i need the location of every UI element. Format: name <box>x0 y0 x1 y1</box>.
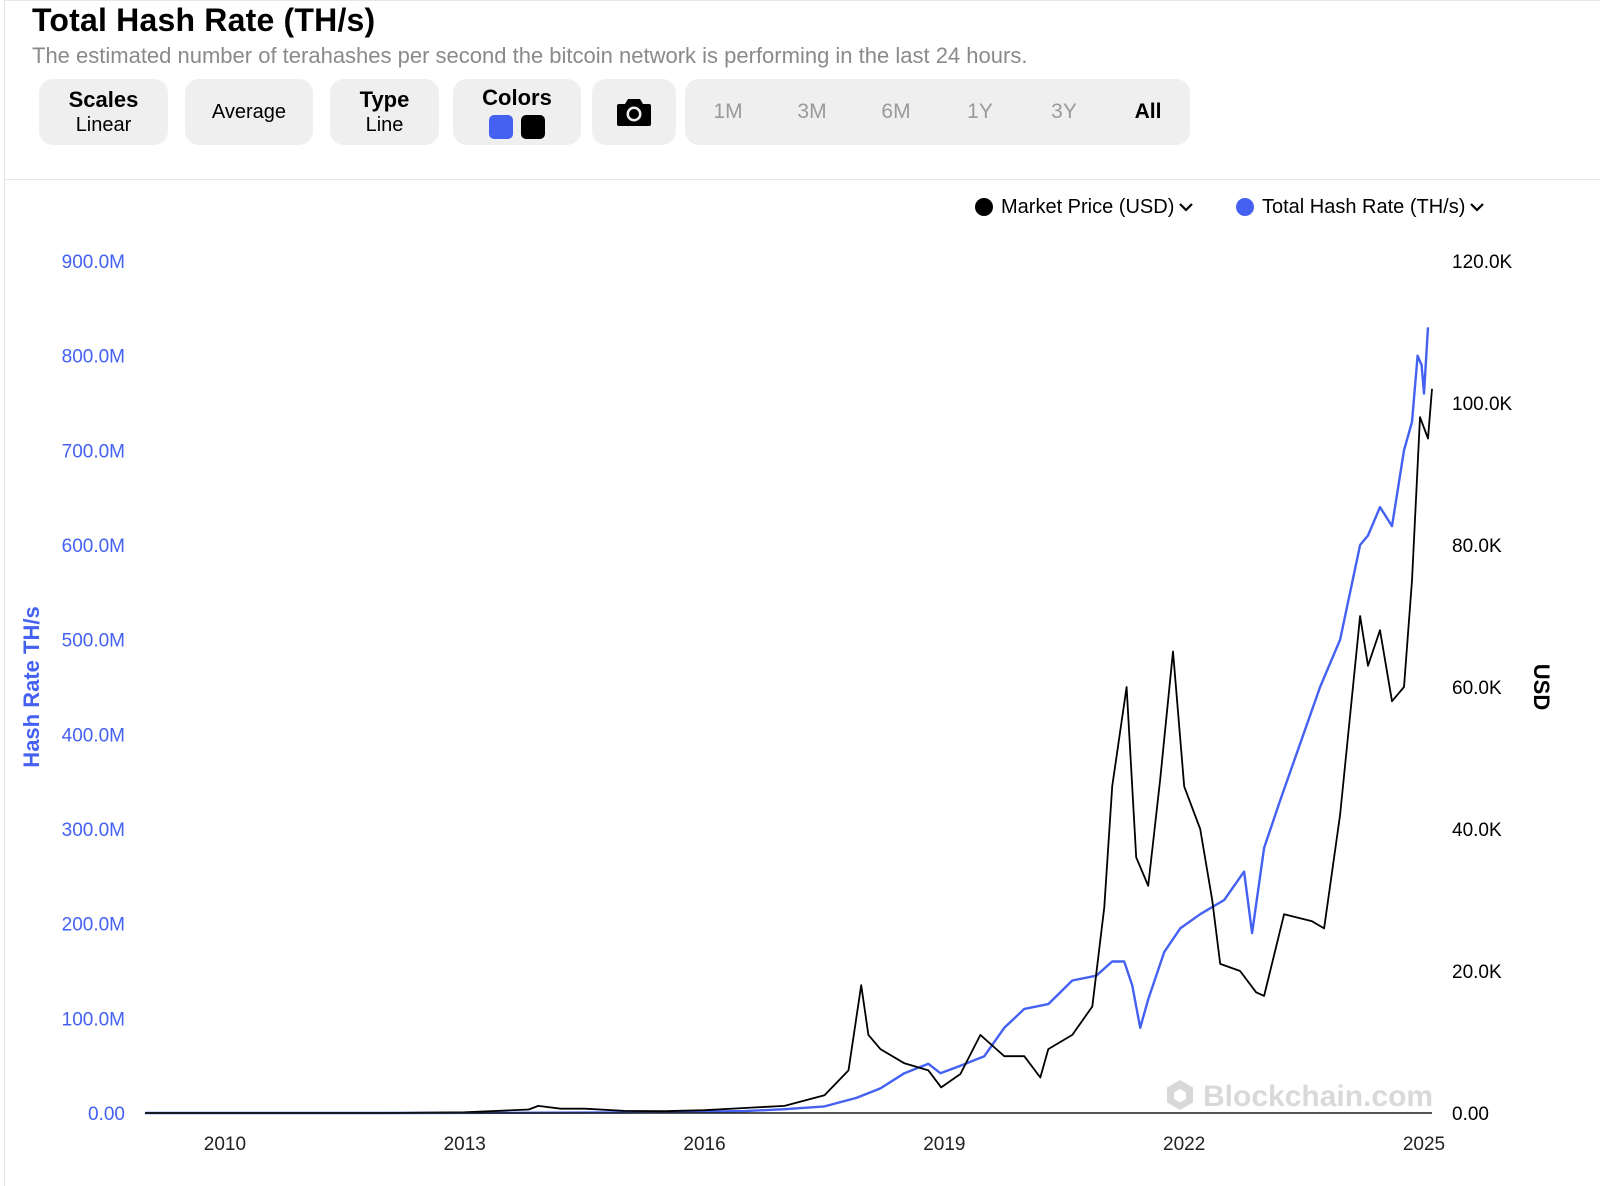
average-label: Average <box>211 100 287 123</box>
range-all-button[interactable]: All <box>1134 100 1162 123</box>
range-6m-button[interactable]: 6M <box>881 100 911 123</box>
type-label: Type <box>359 87 410 112</box>
x-tick-label: 2013 <box>444 1134 486 1155</box>
x-tick-label: 2022 <box>1163 1134 1205 1155</box>
x-tick-label: 2025 <box>1403 1134 1445 1155</box>
range-3m-button[interactable]: 3M <box>797 100 827 123</box>
range-1y-button[interactable]: 1Y <box>967 100 993 123</box>
x-tick-label: 2010 <box>204 1134 246 1155</box>
y-left-tick-label: 500.0M <box>62 631 125 652</box>
legend-hash-rate-label: Total Hash Rate (TH/s) <box>1262 195 1466 218</box>
color-swatches <box>489 115 545 139</box>
y-left-tick-label: 200.0M <box>62 915 125 936</box>
colors-label: Colors <box>482 85 552 110</box>
market-price-line <box>145 388 1433 1114</box>
screenshot-button[interactable] <box>592 79 676 145</box>
y-right-tick-label: 20.0K <box>1452 962 1502 983</box>
scales-value: Linear <box>75 114 132 136</box>
y-left-tick-label: 600.0M <box>62 536 125 557</box>
hash-rate-line <box>145 327 1430 1115</box>
type-value: Line <box>365 114 404 136</box>
legend-hash-rate[interactable]: Total Hash Rate (TH/s) <box>1236 193 1485 221</box>
y-right-tick-label: 120.0K <box>1452 252 1513 273</box>
y-left-tick-label: 400.0M <box>62 725 125 746</box>
legend-market-price-dot <box>975 198 993 216</box>
y-right-axis-title: USD <box>1529 664 1554 710</box>
y-left-axis-title: Hash Rate TH/s <box>19 606 44 767</box>
range-3y-button[interactable]: 3Y <box>1051 100 1077 123</box>
color-swatch-hashrate[interactable] <box>489 115 513 139</box>
average-button[interactable]: Average <box>185 79 313 145</box>
y-right-tick-label: 60.0K <box>1452 678 1502 699</box>
chevron-down-icon <box>1470 203 1485 212</box>
color-swatch-price[interactable] <box>521 115 545 139</box>
y-right-tick-label: 0.00 <box>1452 1104 1489 1125</box>
y-right-tick-label: 100.0K <box>1452 394 1513 415</box>
colors-button[interactable]: Colors <box>453 79 581 145</box>
y-left-tick-label: 900.0M <box>62 252 125 273</box>
page-subtitle: The estimated number of terahashes per s… <box>32 43 1028 68</box>
x-tick-label: 2019 <box>923 1134 965 1155</box>
header-divider <box>4 179 1600 180</box>
x-tick-label: 2016 <box>683 1134 725 1155</box>
range-1m-button[interactable]: 1M <box>713 100 743 123</box>
y-right-tick-label: 40.0K <box>1452 820 1502 841</box>
page-title: Total Hash Rate (TH/s) <box>32 2 376 38</box>
scales-label: Scales <box>68 87 139 112</box>
camera-icon <box>617 99 651 126</box>
type-button[interactable]: Type Line <box>330 79 439 145</box>
y-left-tick-label: 800.0M <box>62 347 125 368</box>
scales-button[interactable]: Scales Linear <box>39 79 168 145</box>
y-left-tick-label: 100.0M <box>62 1009 125 1030</box>
legend-hash-rate-dot <box>1236 198 1254 216</box>
y-left-tick-label: 0.00 <box>88 1104 125 1125</box>
legend-market-price-label: Market Price (USD) <box>1001 195 1175 218</box>
y-left-tick-label: 300.0M <box>62 820 125 841</box>
chevron-down-icon <box>1179 203 1194 212</box>
chart-page <box>4 0 1600 1186</box>
watermark: Blockchain.com <box>1203 1080 1433 1113</box>
y-left-tick-label: 700.0M <box>62 441 125 462</box>
time-range-selector: 1M 3M 6M 1Y 3Y All <box>685 79 1190 145</box>
blockchain-logo-icon <box>1167 1080 1193 1110</box>
legend-market-price[interactable]: Market Price (USD) <box>975 193 1194 221</box>
y-right-tick-label: 80.0K <box>1452 536 1502 557</box>
